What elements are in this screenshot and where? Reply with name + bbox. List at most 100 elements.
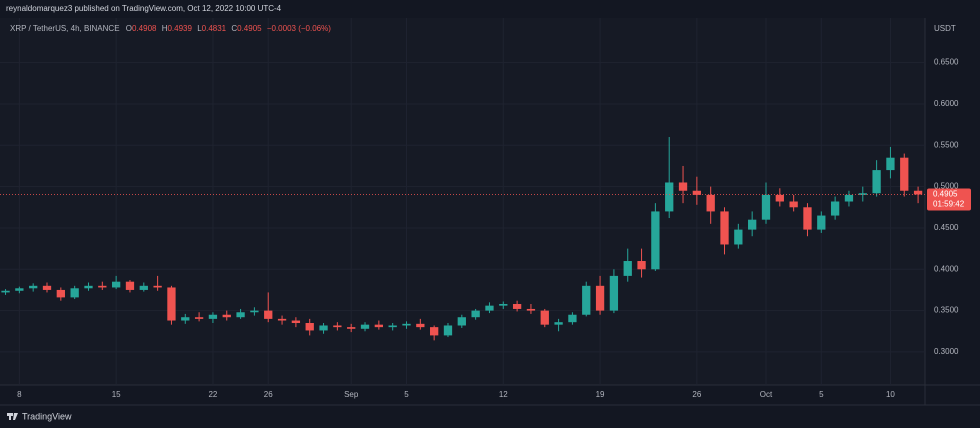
candle-body — [416, 323, 425, 328]
legend-value: 0.4905 — [237, 24, 262, 33]
plot-area — [0, 18, 925, 385]
candle-body — [485, 305, 494, 311]
legend-value: 0.4831 — [202, 24, 227, 33]
published-note: reynaldomarquez3 published on TradingVie… — [6, 4, 282, 13]
x-tick-label: 10 — [886, 390, 895, 399]
candle-body — [139, 285, 148, 290]
candle-body — [554, 322, 563, 325]
legend-label: C — [231, 24, 237, 33]
y-axis-label: USDT — [934, 24, 956, 33]
y-tick-label: 0.5000 — [934, 182, 959, 191]
x-tick-label: 15 — [112, 390, 121, 399]
candle-body — [499, 303, 508, 306]
x-tick-label: Oct — [760, 390, 773, 399]
candle-body — [734, 229, 743, 245]
candle-body — [333, 325, 342, 328]
candle-body — [305, 323, 314, 331]
legend-value: 0.4908 — [132, 24, 157, 33]
x-tick-label: 22 — [208, 390, 217, 399]
grid — [0, 18, 925, 385]
candle-body — [775, 194, 784, 202]
candle-body — [678, 182, 688, 191]
candle-body — [360, 324, 370, 329]
candle-body — [457, 317, 466, 326]
candle-body — [872, 170, 881, 194]
candle-body — [84, 285, 93, 289]
candle-body — [111, 281, 121, 288]
y-tick-label: 0.4000 — [934, 264, 959, 273]
y-tick-label: 0.3500 — [934, 306, 959, 315]
x-tick-label: 5 — [404, 390, 409, 399]
last-price-label: 0.4905 — [933, 190, 958, 199]
candle-body — [430, 327, 439, 336]
legend-value: 0.4939 — [167, 24, 192, 33]
x-tick-label: 12 — [499, 390, 508, 399]
candle-body — [153, 285, 162, 288]
candle-body — [637, 261, 646, 270]
candle-body — [609, 275, 619, 311]
candle-body — [222, 314, 231, 318]
x-tick-label: 5 — [819, 390, 824, 399]
candle-body — [471, 310, 480, 318]
candle-body — [817, 215, 826, 230]
x-tick-label: 19 — [596, 390, 605, 399]
candle-body — [900, 157, 909, 191]
candle-body — [42, 285, 52, 290]
candles — [1, 137, 923, 341]
y-tick-label: 0.3000 — [934, 347, 959, 356]
candle-body — [623, 261, 632, 276]
legend: XRP / TetherUS, 4h, BINANCE O0.4908 H0.4… — [10, 24, 331, 33]
legend-symbol: XRP / TetherUS, 4h, BINANCE — [10, 24, 120, 33]
candle-body — [512, 303, 522, 309]
candle-body — [665, 182, 674, 212]
candle-body — [720, 211, 729, 245]
candle-body — [443, 325, 453, 336]
candle-body — [748, 219, 757, 230]
legend-change: −0.0003 (−0.06%) — [267, 24, 331, 33]
logo-mark — [13, 413, 18, 420]
candle-body — [291, 320, 301, 324]
logo — [7, 413, 18, 420]
candle-body — [706, 194, 715, 212]
candle-body — [264, 310, 273, 319]
candle-body — [789, 201, 798, 208]
candle-body — [374, 324, 383, 328]
candle-body — [277, 318, 287, 321]
candle-body — [761, 194, 771, 220]
candle-body — [236, 312, 245, 318]
logo-mark — [9, 413, 11, 420]
countdown: 01:59:42 — [933, 200, 965, 209]
y-tick-label: 0.6500 — [934, 58, 959, 67]
candle-body — [15, 288, 24, 291]
candle-body — [194, 317, 204, 319]
candle-body — [886, 157, 895, 171]
candle-body — [98, 285, 107, 288]
candle-body — [70, 288, 79, 298]
candle-body — [913, 190, 923, 195]
candle-body — [595, 285, 605, 311]
candle-body — [1, 290, 10, 293]
x-tick-label: Sep — [344, 390, 359, 399]
y-tick-label: 0.5500 — [934, 140, 959, 149]
candle-body — [844, 194, 854, 202]
legend-label: O — [126, 24, 132, 33]
y-tick-label: 0.4500 — [934, 223, 959, 232]
candle-body — [250, 310, 259, 313]
brand: TradingView — [22, 411, 72, 421]
candle-body — [56, 289, 65, 298]
candle-body — [830, 201, 840, 216]
candle-body — [582, 285, 591, 315]
candle-body — [167, 287, 176, 321]
x-tick-label: 8 — [17, 390, 22, 399]
candle-body — [125, 281, 135, 290]
candle-body — [651, 211, 660, 270]
candle-body — [402, 323, 411, 326]
x-tick-label: 26 — [692, 390, 701, 399]
last-price-box — [927, 188, 971, 211]
legend-label: L — [197, 24, 202, 33]
candle-body — [319, 325, 328, 331]
x-tick-label: 26 — [264, 390, 273, 399]
candle-body — [29, 285, 38, 289]
candle-body — [803, 207, 812, 230]
